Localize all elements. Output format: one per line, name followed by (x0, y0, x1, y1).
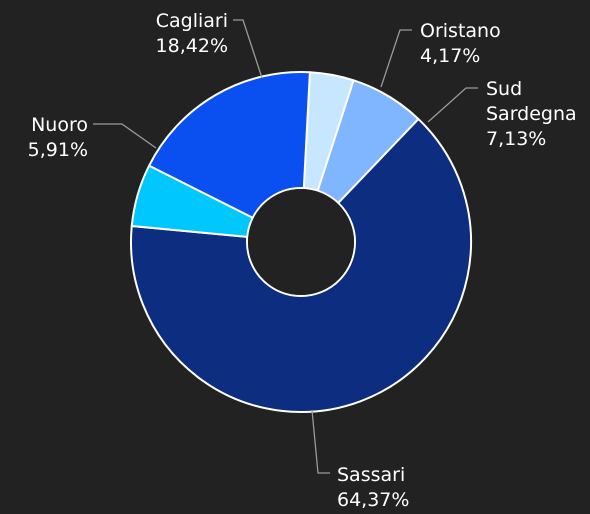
label-name-sud-sardegna-1: Sud (486, 78, 522, 100)
leader-line-oristano (380, 29, 412, 88)
donut-hole (248, 189, 354, 295)
label-name-nuoro: Nuoro (31, 114, 88, 136)
slice-sassari (130, 118, 472, 413)
leader-line-nuoro (93, 123, 157, 149)
label-value-cagliari: 18,42% (156, 35, 228, 57)
slices-group (130, 71, 472, 413)
label-value-oristano: 4,17% (420, 45, 480, 67)
leader-line-sud-sardegna (427, 87, 478, 123)
label-name-oristano: Oristano (420, 20, 501, 42)
label-value-sassari: 64,37% (337, 489, 409, 511)
label-name-cagliari: Cagliari (156, 10, 228, 32)
leader-line-sassari (311, 409, 330, 474)
label-value-sud-sardegna: 7,13% (486, 128, 546, 150)
label-name-sud-sardegna-2: Sardegna (486, 103, 577, 125)
label-value-nuoro: 5,91% (28, 139, 88, 161)
label-name-sassari: Sassari (337, 464, 405, 486)
leader-line-cagliari (233, 19, 263, 79)
slice-cagliari (148, 71, 311, 219)
